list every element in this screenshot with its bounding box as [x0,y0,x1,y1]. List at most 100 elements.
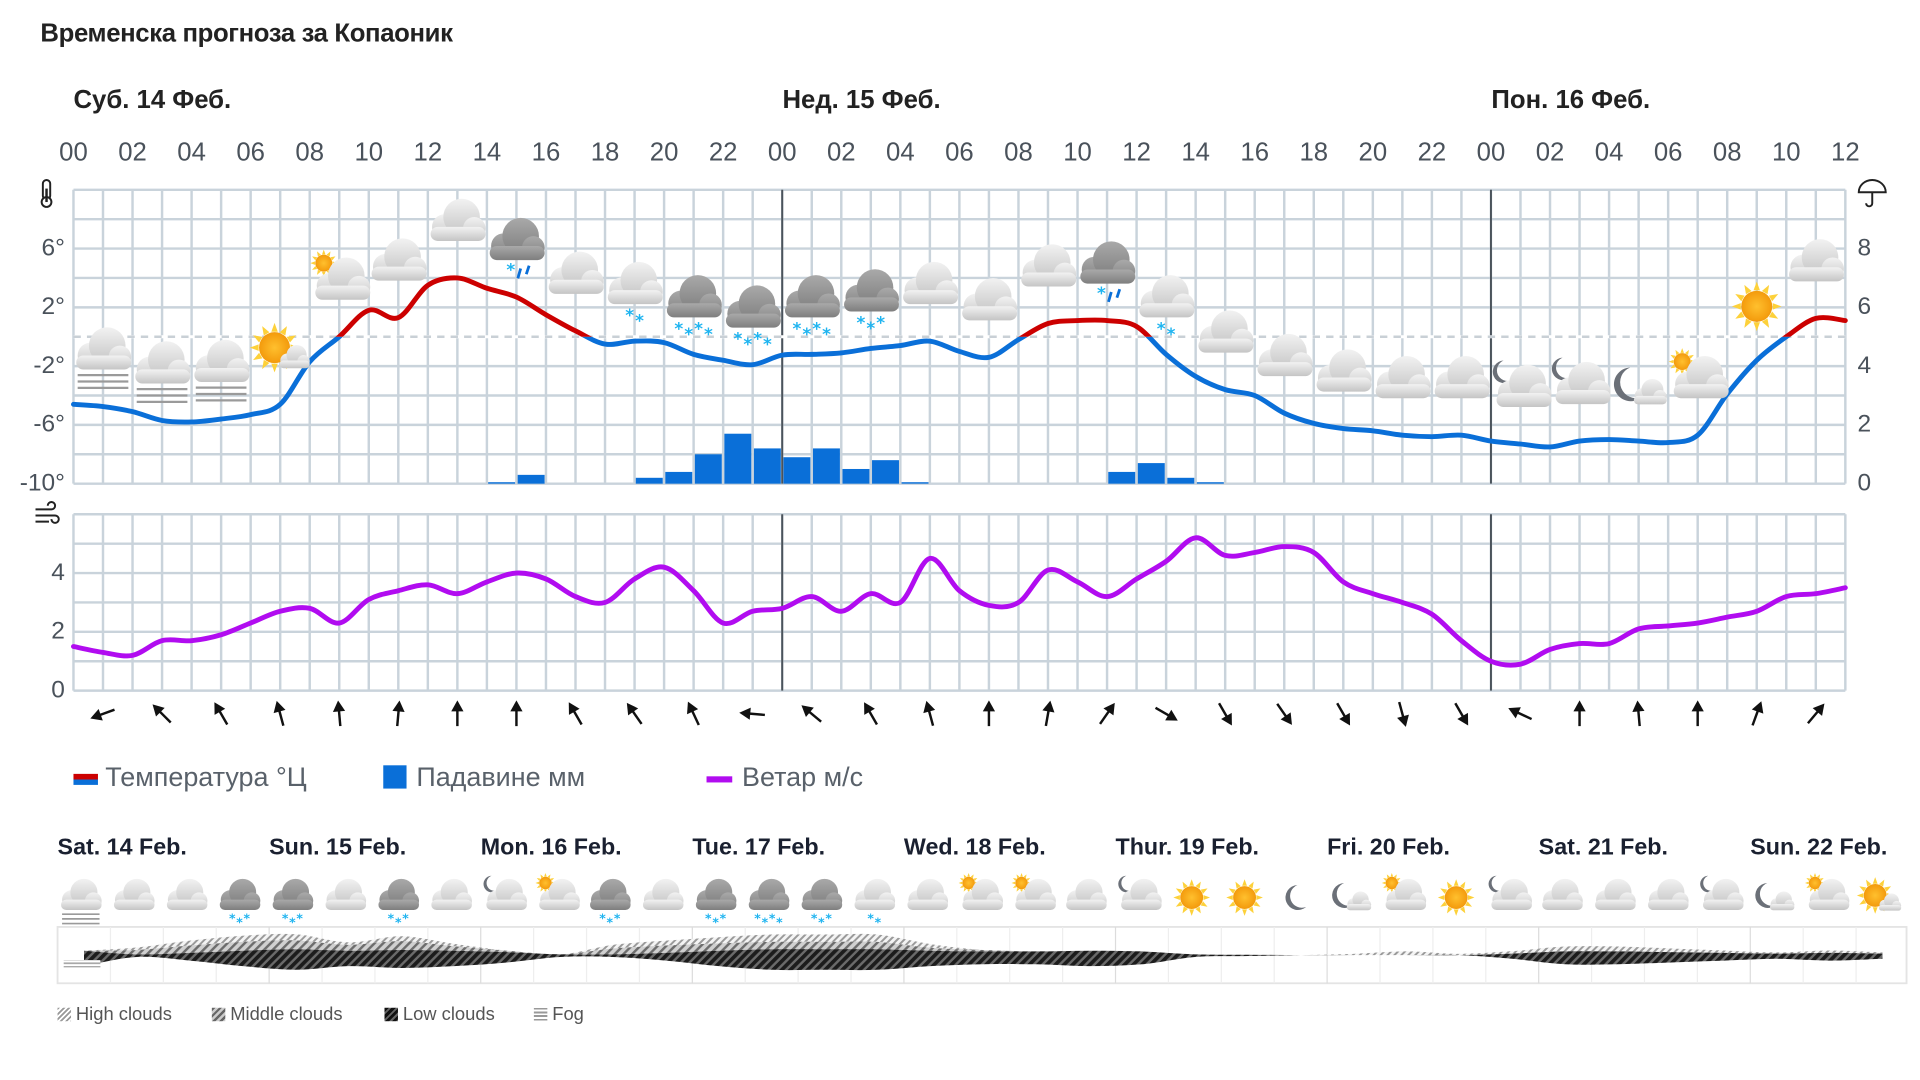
wind-direction-arrow-icon [1573,700,1586,727]
hour-label: 00 [1476,138,1506,167]
svg-text:*: * [635,311,644,331]
wind-direction-arrow-icon [214,702,229,726]
forecast-day-label: Sat. 21 Feb. [1538,835,1669,861]
wind-direction-arrow-icon [332,700,346,727]
svg-text:*: * [236,915,243,930]
wind-direction-arrow-icon [273,700,286,727]
svg-text:*: * [395,915,402,930]
wind-direction-arrow-icon [1336,702,1351,726]
weather-cloudy-icon [1257,333,1313,377]
hour-label: 06 [1653,138,1683,167]
temperature-line-below-zero [71,336,1791,450]
temperature-swatch-icon [73,773,98,785]
hour-label: 16 [1240,138,1270,167]
forecast-day-label: Sun. 15 Feb. [269,835,407,861]
weather-fog-icon [135,341,191,403]
weather-light-snow-icon: * * [607,261,663,331]
day-label: Пон. 16 Феб. [1491,85,1651,114]
wind-tick: 0 [51,676,65,704]
weather-cloudy-icon [962,278,1018,321]
precip-tick: 8 [1857,234,1872,262]
precipitation-bar [635,477,663,484]
hour-label: 16 [531,138,561,167]
weather-heavy-snow-icon: * * * * [784,275,840,344]
cloud-layers-strip [56,926,1908,985]
svg-text:*: * [857,312,866,332]
precipitation-bar [517,474,545,484]
precipitation-bar [783,457,811,484]
weather-cloudy-icon [325,878,367,911]
svg-text:*: * [1097,283,1106,303]
weather-clear-day-icon [1173,879,1210,916]
middle-clouds-band [84,940,1883,956]
hour-label: 08 [295,138,325,167]
hour-label: 00 [767,138,797,167]
weather-cloudy-icon [1789,239,1844,282]
svg-text:*: * [763,334,772,354]
hour-label: 08 [1712,138,1742,167]
wind-direction-arrow-icon [90,708,115,721]
temp-tick: 6° [41,234,65,262]
forecast-day-label: Tue. 17 Feb. [692,835,826,861]
svg-text:*: * [1167,324,1176,344]
hour-label: 02 [118,138,147,167]
svg-text:*: * [625,305,634,325]
svg-text:*: * [388,911,395,926]
weather-fog-icon [61,878,102,925]
weather-cloudy-icon [1316,349,1372,392]
legend-wind[interactable]: Ветар м/с [706,761,864,794]
legend-fog: Fog [533,1004,584,1025]
weather-clear-day-icon [1437,879,1475,916]
thermometer-icon [40,179,53,208]
legend-low-clouds: Low clouds [384,1004,495,1025]
svg-text:*: * [712,915,719,930]
precipitation-bar [1196,482,1224,484]
hour-label: 10 [1063,138,1092,167]
weather-cloudy-icon [1647,878,1689,911]
weather-heavy-snow-icon: * * * * [748,878,790,930]
wind-tick: 4 [51,558,65,586]
forecast-day-label: Wed. 18 Feb. [903,835,1046,861]
high-clouds-band [84,933,1883,956]
hour-label: 02 [1535,138,1565,167]
svg-text:*: * [762,915,769,930]
svg-text:*: * [296,911,303,926]
weather-sleet-icon: * [489,217,545,280]
weather-heavy-snow-icon: * * * * [666,275,722,344]
weather-fair-night-icon [1613,367,1667,405]
legend-temperature[interactable]: Температура °Ц [73,762,307,794]
wind-icon [35,501,60,524]
weather-cloudy-icon [1595,878,1636,911]
svg-text:*: * [822,324,831,344]
wind-direction-arrow-icon [1042,700,1055,727]
legend-label: Middle clouds [230,1004,343,1025]
wind-direction-arrow-icon [510,700,523,727]
wind-direction-arrow-icon [1508,707,1533,721]
wind-direction-arrow-icon [1632,700,1645,727]
hour-label: 18 [1299,138,1329,167]
svg-text:*: * [753,329,762,349]
wind-line [71,535,1848,668]
svg-text:*: * [244,911,251,926]
svg-text:*: * [506,260,515,280]
legend-precipitation[interactable]: Падавине мм [383,762,585,794]
weather-partly-cloudy-day-icon [1381,872,1427,911]
weather-cloudy-icon [371,238,427,281]
weather-snow-icon: * * * [272,878,314,930]
svg-text:*: * [684,324,693,344]
legend-wind-label: Ветар м/с [742,761,864,793]
precipitation-bar [753,448,781,484]
wind-grid [72,513,1847,692]
wind-direction-arrow-icon [568,702,583,726]
precipitation-swatch-icon [383,765,407,789]
wind-direction-arrow-icon [982,700,996,727]
hour-label: 22 [1417,138,1447,167]
wind-swatch-icon [706,775,733,783]
hour-label: 08 [1004,138,1033,167]
wind-direction-arrow-icon [1454,702,1469,726]
svg-text:*: * [811,911,818,926]
precipitation-bar [1167,477,1195,484]
temp-tick: -6° [33,410,65,438]
wind-direction-arrow-icon [923,700,936,727]
weather-cloudy-icon [1021,244,1077,287]
